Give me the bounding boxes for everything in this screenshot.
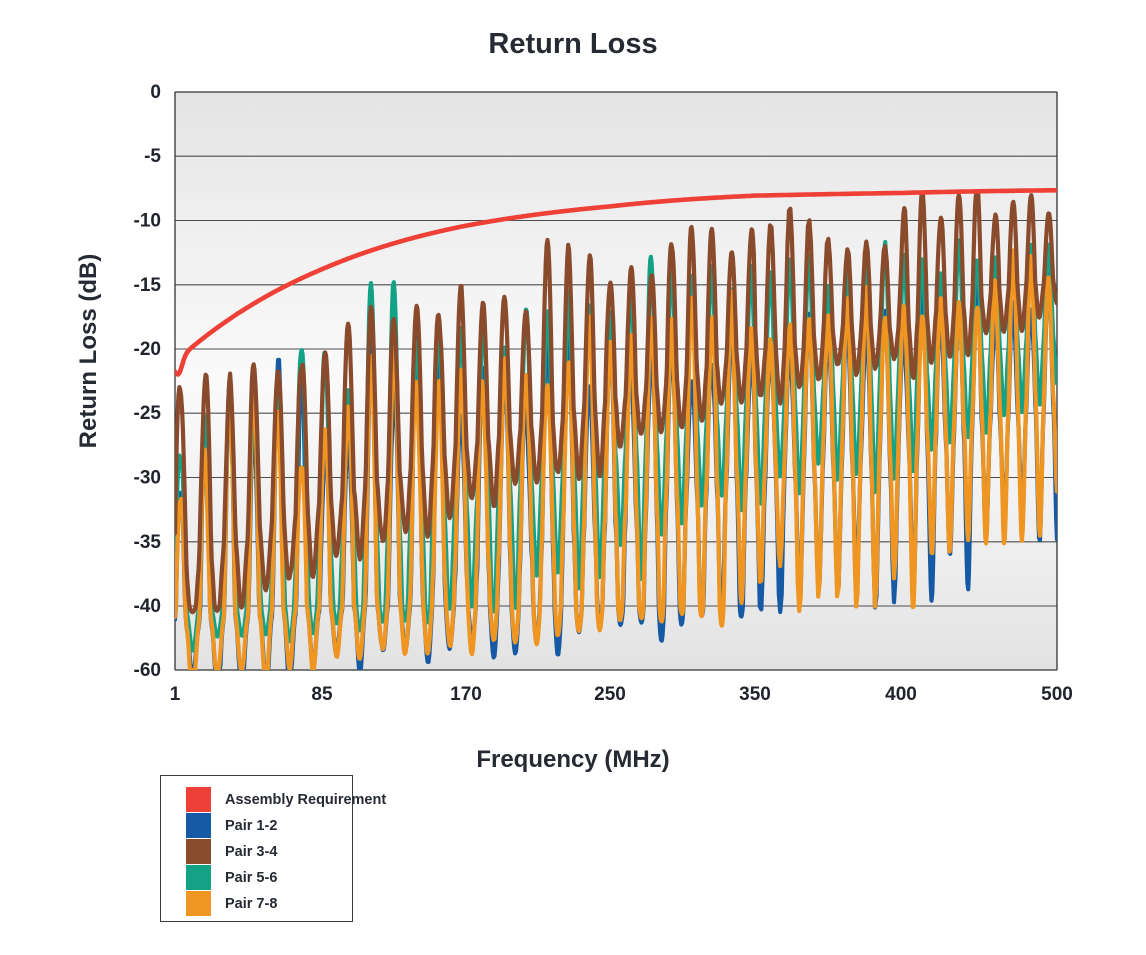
svg-text:-30: -30 bbox=[134, 468, 161, 489]
svg-text:-20: -20 bbox=[134, 339, 161, 360]
svg-text:170: 170 bbox=[450, 684, 482, 705]
svg-text:400: 400 bbox=[885, 684, 917, 705]
svg-text:1: 1 bbox=[170, 684, 181, 705]
svg-text:-15: -15 bbox=[134, 275, 162, 296]
svg-text:-10: -10 bbox=[134, 211, 161, 232]
svg-text:-25: -25 bbox=[134, 403, 162, 424]
svg-text:350: 350 bbox=[739, 684, 771, 705]
svg-text:-60: -60 bbox=[134, 660, 161, 681]
svg-text:-5: -5 bbox=[144, 146, 161, 167]
svg-text:0: 0 bbox=[150, 82, 161, 103]
svg-text:-40: -40 bbox=[134, 596, 161, 617]
svg-text:-35: -35 bbox=[134, 532, 162, 553]
svg-text:85: 85 bbox=[311, 684, 333, 705]
svg-text:500: 500 bbox=[1041, 684, 1073, 705]
svg-text:250: 250 bbox=[594, 684, 626, 705]
